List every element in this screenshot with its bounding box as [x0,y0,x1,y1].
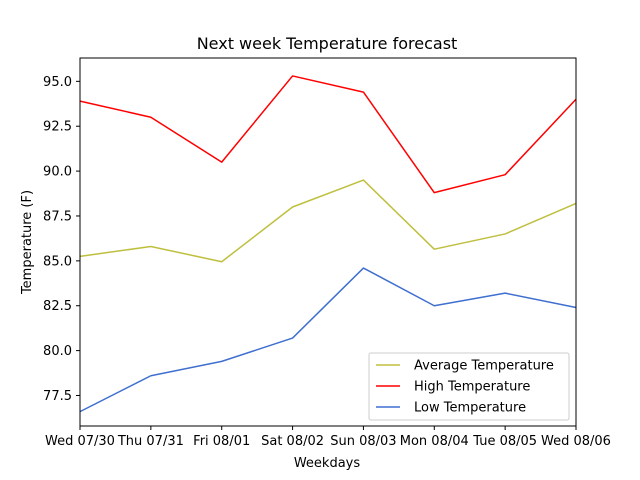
x-tick-label: Wed 08/06 [541,434,611,449]
x-axis: Wed 07/30 Thu 07/31 Fri 08/01 Sat 08/02 Sun … [45,426,611,449]
y-tick-label: 95.0 [43,75,72,90]
series-line-average-temperature [79,179,577,263]
plot-lines [79,75,577,413]
y-tick-label: 90.0 [43,165,72,180]
y-tick-label: 87.5 [43,209,72,224]
x-tick-label: Sun 08/03 [330,434,396,449]
x-tick-label: Wed 07/30 [45,434,115,449]
legend-label-high-temperature: High Temperature [414,380,530,395]
legend: Average Temperature High Temperature Low T… [368,352,570,421]
y-axis-title: Temperature (F) [20,190,35,295]
y-tick-label: 82.5 [43,299,72,314]
series-line-low-temperature [79,267,577,413]
legend-box [368,352,570,421]
x-axis-title: Weekdays [294,456,361,471]
y-tick-label: 85.0 [43,254,72,269]
chart-title: Next week Temperature forecast [197,34,458,53]
y-tick-label: 80.0 [43,344,72,359]
x-tick-label: Thu 07/31 [117,434,184,449]
x-tick-label: Tue 08/05 [472,434,537,449]
legend-label-low-temperature: Low Temperature [414,401,526,416]
series-line-high-temperature [79,75,577,194]
legend-label-average-temperature: Average Temperature [414,359,554,374]
plot-frame [79,57,577,427]
x-tick-label: Sat 08/02 [261,434,324,449]
y-axis: 77.5 80.0 82.5 85.0 87.5 90.0 92.5 95.0 [43,75,80,404]
x-tick-label: Mon 08/04 [400,434,469,449]
y-tick-label: 77.5 [43,389,72,404]
y-tick-label: 92.5 [43,120,72,135]
x-tick-label: Fri 08/01 [193,434,250,449]
